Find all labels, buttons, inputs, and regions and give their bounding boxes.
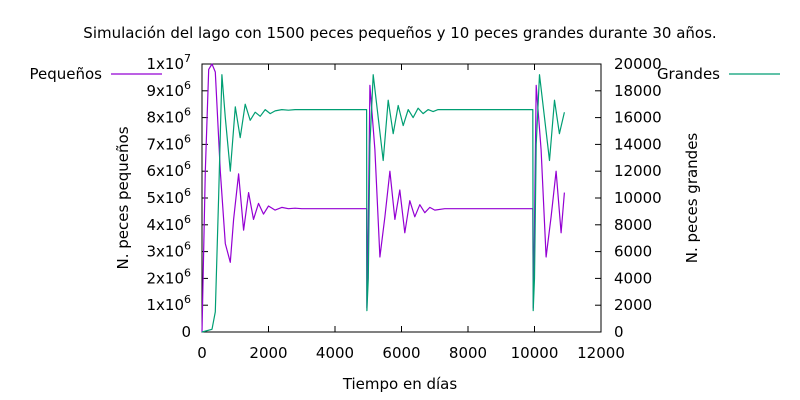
x-axis: 0 2000 4000 6000 8000 10000 12000 [197,64,625,362]
x-tick-label: 10000 [511,344,559,362]
y-tick-label-right: 12000 [614,162,662,180]
series-line-pequenos [201,63,565,333]
y-axis-label-right: N. peces grandes [683,133,701,264]
y-axis-label-left: N. peces pequeños [114,126,132,269]
y-tick-label-left: 8x106 [146,106,191,127]
y-tick-label-right: 10000 [614,189,662,207]
x-tick-label: 0 [197,344,207,362]
y-tick-label-right: 20000 [614,55,662,73]
x-tick-label: 2000 [249,344,287,362]
y-tick-label-right: 4000 [614,269,652,287]
y-tick-label-left: 2x106 [146,266,191,287]
y-tick-label-left: 6x106 [146,159,191,180]
plot-frame [201,63,602,333]
y-tick-label-right: 2000 [614,296,652,314]
chart-title: Simulación del lago con 1500 peces peque… [83,24,716,42]
y-tick-label-right: 6000 [614,243,652,261]
y-tick-label-right: 14000 [614,135,662,153]
y-tick-label-left: 7x106 [146,132,191,153]
x-tick-label: 12000 [577,344,625,362]
legend-label-grandes: Grandes [657,65,720,83]
x-tick-label: 4000 [316,344,354,362]
legend-right: Grandes [657,65,780,83]
x-axis-label: Tiempo en días [342,375,458,393]
series-line-grandes [201,74,565,333]
legend-label-pequenos: Pequeños [30,65,103,83]
x-tick-label: 8000 [449,344,487,362]
y-tick-label-right: 0 [614,323,624,341]
y-tick-label-left: 4x106 [146,213,191,234]
y-tick-label-left: 5x106 [146,186,191,207]
y-axis-left: 0 1x106 2x106 3x106 4x106 5x106 6x106 7x106 8x10… [146,52,208,341]
series-lines [201,63,565,333]
y-tick-label-left: 3x106 [146,240,191,261]
y-axis-right: 0 2000 4000 6000 8000 10000 12000 14000 16000 180… [595,55,662,341]
y-tick-label-right: 18000 [614,82,662,100]
y-tick-label-left: 0 [181,323,191,341]
legend-left: Pequeños [30,65,162,83]
x-tick-label: 6000 [382,344,420,362]
y-tick-label-right: 8000 [614,216,652,234]
y-tick-label-right: 16000 [614,109,662,127]
y-tick-label-left: 9x106 [146,79,191,100]
y-tick-label-left: 1x106 [146,293,191,314]
y-tick-label-left: 1x107 [146,52,191,73]
